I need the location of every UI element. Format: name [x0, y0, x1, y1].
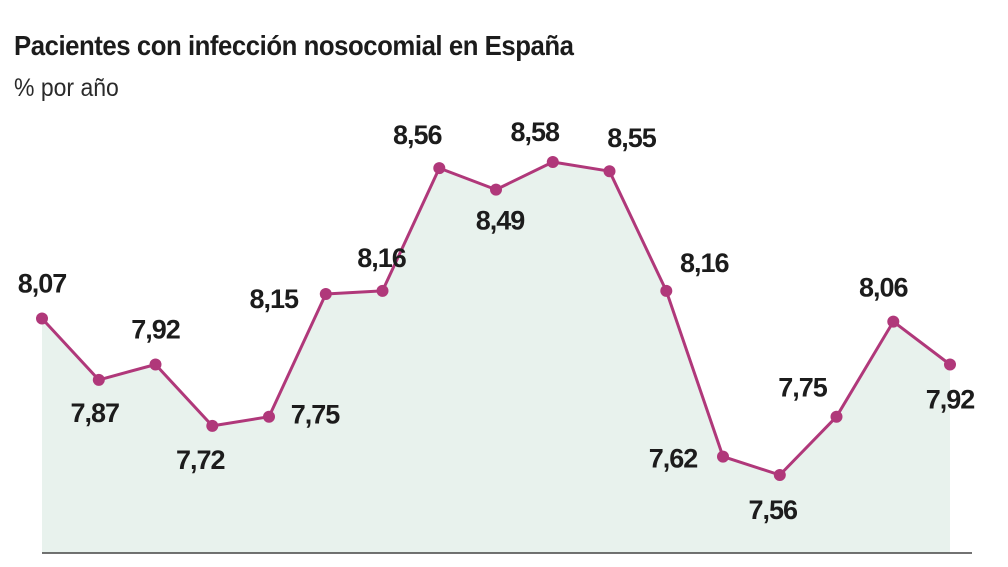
data-point: [887, 315, 900, 328]
data-point: [376, 284, 389, 297]
data-label: 8,16: [680, 248, 730, 278]
data-point: [660, 284, 673, 297]
data-point: [830, 410, 843, 423]
data-label: 7,62: [649, 444, 698, 474]
data-label: 8,49: [476, 206, 526, 236]
data-point: [546, 156, 559, 168]
data-label: 8,15: [250, 284, 300, 314]
data-label: 7,75: [291, 400, 341, 430]
data-point: [603, 165, 616, 178]
data-label: 7,92: [131, 315, 180, 345]
data-point: [263, 410, 275, 423]
data-point: [717, 450, 729, 463]
data-label: 8,07: [18, 269, 67, 299]
data-label: 7,56: [749, 495, 799, 525]
data-point: [773, 469, 786, 481]
data-label: 7,75: [778, 373, 828, 403]
data-point: [36, 312, 48, 325]
data-point: [944, 358, 956, 371]
data-label: 8,16: [357, 243, 407, 273]
data-point: [206, 419, 219, 432]
data-point: [92, 373, 105, 386]
data-point: [319, 288, 332, 300]
data-label: 8,58: [511, 117, 561, 147]
data-label: 8,06: [859, 273, 909, 303]
data-point: [433, 162, 446, 175]
data-label: 7,72: [176, 445, 225, 475]
data-point: [149, 358, 162, 371]
data-label: 7,87: [71, 398, 120, 428]
chart-subtitle: % por año: [14, 74, 119, 102]
data-label: 8,55: [607, 123, 657, 153]
data-label: 7,92: [926, 385, 975, 415]
chart-title: Pacientes con infección nosocomial en Es…: [14, 30, 574, 61]
area-fill: [42, 162, 950, 553]
data-point: [490, 183, 502, 196]
data-label: 8,56: [393, 120, 443, 150]
